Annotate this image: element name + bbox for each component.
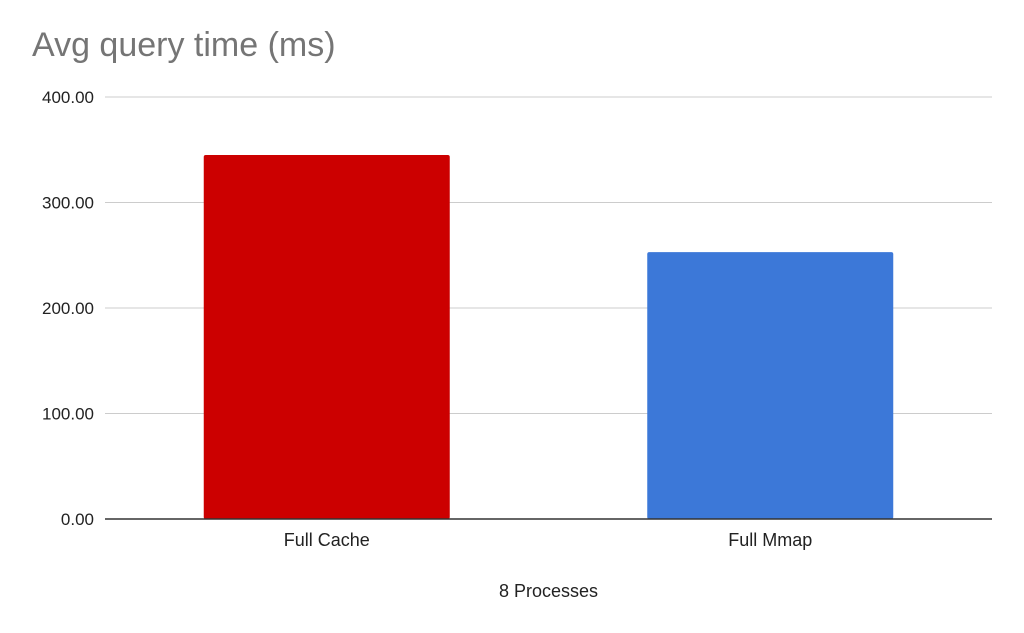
y-tick-label: 200.00 [42,299,94,318]
y-tick-label: 400.00 [42,88,94,107]
chart-title: Avg query time (ms) [32,26,336,64]
x-tick-label: Full Cache [284,530,370,550]
y-tick-label: 0.00 [61,510,94,529]
bar-full-mmap [647,252,894,519]
x-axis-title: 8 Processes [499,581,598,601]
x-tick-label: Full Mmap [728,530,812,550]
bar-full-cache [203,155,450,519]
y-tick-label: 100.00 [42,405,94,424]
y-tick-label: 300.00 [42,194,94,213]
